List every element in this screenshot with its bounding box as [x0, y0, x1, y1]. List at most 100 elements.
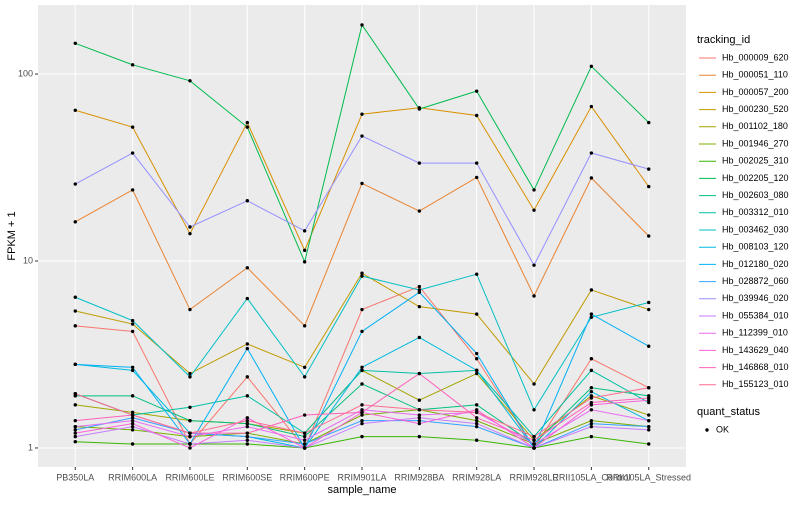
data-point	[647, 386, 651, 390]
data-point	[647, 307, 651, 312]
data-point	[73, 182, 77, 186]
x-tick-label: RRII105LA_Control	[552, 472, 630, 482]
data-point	[417, 335, 422, 340]
data-point	[245, 418, 250, 423]
data-point	[302, 365, 307, 370]
data-point	[474, 424, 479, 429]
data-point	[474, 351, 479, 356]
point-legend-label: OK	[716, 424, 729, 434]
data-point	[532, 434, 536, 439]
y-axis-title: FPKM + 1	[6, 211, 18, 260]
x-tick-label: PB350LA	[56, 472, 94, 482]
data-point	[188, 307, 192, 312]
data-point	[73, 403, 77, 407]
data-point	[474, 113, 479, 118]
data-point	[302, 248, 307, 253]
data-point	[245, 434, 250, 439]
data-point	[302, 324, 307, 328]
legend-label: Hb_000057_200	[722, 87, 789, 97]
legend-label: Hb_039946_020	[722, 293, 789, 303]
x-tick-label: RRIM600LE	[165, 472, 214, 482]
data-point	[245, 375, 250, 379]
data-point	[589, 400, 594, 405]
data-point	[130, 416, 135, 420]
data-point	[360, 368, 364, 373]
data-point	[188, 431, 192, 435]
legend-label: Hb_112399_010	[722, 328, 788, 338]
legend-label: Hb_000230_520	[722, 104, 789, 114]
data-point	[647, 344, 651, 348]
legend-label: Hb_003312_010	[722, 207, 789, 217]
data-point	[417, 421, 422, 426]
x-tick-label: RRIM901LA	[337, 472, 386, 482]
data-point	[474, 89, 479, 93]
data-point	[647, 300, 651, 305]
data-point	[302, 260, 307, 264]
x-axis-title: sample_name	[327, 484, 396, 496]
legend-label: Hb_002205_120	[722, 173, 789, 183]
data-point	[188, 231, 192, 236]
data-point	[474, 371, 479, 376]
data-point	[130, 394, 135, 398]
data-point	[245, 424, 250, 429]
data-point	[130, 365, 135, 370]
data-point	[73, 440, 77, 444]
x-tick-label: RRII105LA_Stressed	[606, 472, 691, 482]
data-point	[245, 442, 250, 446]
data-point	[130, 418, 135, 423]
legend-label: Hb_055384_010	[722, 310, 789, 320]
data-point	[130, 322, 135, 326]
x-tick-label: RRIM928BA	[394, 472, 444, 482]
data-point	[589, 408, 594, 412]
data-point	[73, 424, 77, 429]
data-point	[188, 375, 192, 379]
data-point	[360, 408, 364, 412]
data-point	[73, 362, 77, 367]
legend-label: Hb_146868_010	[722, 362, 789, 372]
data-point	[73, 431, 77, 435]
data-point	[130, 413, 135, 417]
data-point	[474, 175, 479, 180]
data-point	[647, 418, 651, 423]
data-point	[73, 295, 77, 299]
x-tick-label: RRIM600PE	[280, 472, 330, 482]
data-point	[474, 408, 479, 412]
data-point	[245, 416, 250, 420]
data-point	[302, 434, 307, 439]
data-point	[245, 296, 250, 301]
legend-label: Hb_000009_620	[722, 52, 789, 62]
data-point	[647, 428, 651, 432]
data-point	[188, 371, 192, 376]
data-point	[474, 272, 479, 276]
x-tick-label: RRIM600SE	[222, 472, 272, 482]
data-point	[360, 403, 364, 407]
point-legend-title: quant_status	[697, 406, 760, 418]
legend-label: Hb_002603_080	[722, 190, 789, 200]
data-point	[589, 312, 594, 316]
data-point	[188, 446, 192, 450]
data-point	[474, 421, 479, 426]
data-point	[417, 304, 422, 309]
data-point	[245, 438, 250, 442]
data-point	[130, 424, 135, 429]
data-point	[589, 386, 594, 390]
data-point	[417, 416, 422, 420]
data-point	[245, 125, 250, 129]
data-point	[130, 125, 135, 129]
data-point	[360, 112, 364, 116]
data-point	[130, 410, 135, 415]
data-point	[188, 418, 192, 423]
data-point	[360, 410, 364, 415]
data-point	[589, 151, 594, 155]
data-point	[188, 225, 192, 229]
legend-label: Hb_143629_040	[722, 345, 789, 355]
legend-label: Hb_000051_110	[722, 70, 788, 80]
data-point	[532, 188, 536, 192]
data-point	[245, 342, 250, 346]
data-point	[360, 274, 364, 278]
data-point	[417, 284, 422, 289]
data-point	[417, 413, 422, 417]
data-point	[188, 79, 192, 83]
legend-label: Hb_001946_270	[722, 138, 789, 148]
